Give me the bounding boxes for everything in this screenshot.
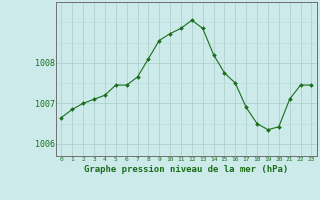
X-axis label: Graphe pression niveau de la mer (hPa): Graphe pression niveau de la mer (hPa) [84,165,289,174]
